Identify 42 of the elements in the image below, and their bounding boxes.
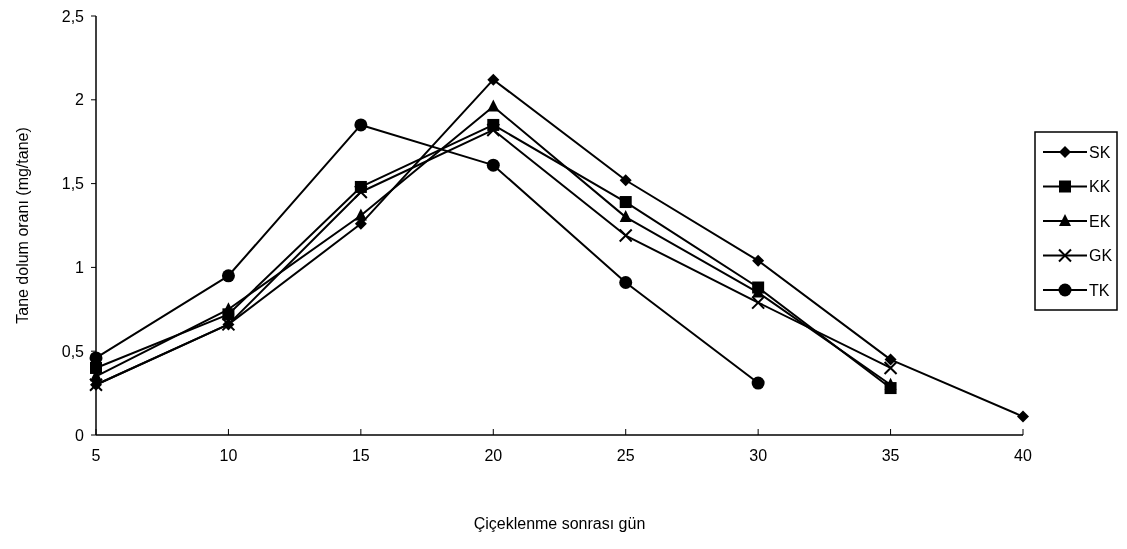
point [354,208,367,221]
point [618,228,633,243]
point [486,158,500,172]
point [751,376,765,390]
y-tick-label: 1 [75,259,85,276]
x-tick-label: 10 [219,447,238,464]
point [353,184,368,199]
x-tick-label: 20 [484,447,503,464]
point [1017,410,1029,423]
legend-label: KK [1089,178,1111,196]
point [752,254,765,267]
x-axis-title: Çiçeklenme sonrası gün [473,515,646,532]
y-tick-label: 0,5 [61,342,85,360]
legend-label: SK [1089,143,1111,161]
point [619,275,633,289]
point [751,295,766,310]
x-tick-label: 40 [1014,447,1032,464]
point [619,196,632,209]
x-tick-label: 5 [91,447,101,464]
point [486,122,501,137]
point [354,118,368,132]
legend-label: GK [1089,247,1113,265]
y-tick-label: 2 [75,91,85,109]
x-tick-label: 15 [351,447,370,464]
point [487,99,500,112]
y-tick-label: 1,5 [61,175,85,193]
point [221,269,235,283]
point [487,73,500,86]
x-tick-label: 25 [616,447,635,464]
y-axis-title: Tane dolum oranı (mg/tane) [14,127,31,324]
y-tick-label: 2,5 [61,7,85,25]
point [884,377,897,390]
legend-label: EK [1089,212,1111,230]
point [884,353,897,366]
point [222,302,235,315]
y-tick-label: 0 [75,426,85,444]
point [619,174,632,187]
x-tick-label: 35 [881,447,900,464]
point [883,360,898,375]
legend-label: TK [1089,281,1110,299]
x-tick-label: 30 [749,447,768,464]
point [619,210,632,223]
